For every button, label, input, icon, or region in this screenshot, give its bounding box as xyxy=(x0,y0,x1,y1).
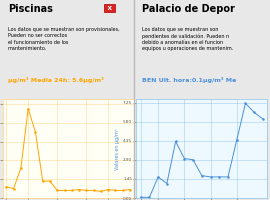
Text: Piscinas: Piscinas xyxy=(8,4,53,14)
Text: Los datos que se muestran son provisionales,
Pueden no ser correctos
el funciona: Los datos que se muestran son provisiona… xyxy=(8,27,120,51)
Text: BEN Ult. hora:0.1µg/m³ Me: BEN Ult. hora:0.1µg/m³ Me xyxy=(141,77,236,83)
Text: µg/m³ Media 24h: 5.6µg/m³: µg/m³ Media 24h: 5.6µg/m³ xyxy=(8,77,104,83)
Text: x: x xyxy=(105,5,114,11)
Y-axis label: Valores en µg/m³: Valores en µg/m³ xyxy=(115,128,120,170)
Text: Palacio de Depor: Palacio de Depor xyxy=(141,4,234,14)
Text: Los datos que se muestran son
pendientes de validación. Pueden n
debido a anomal: Los datos que se muestran son pendientes… xyxy=(141,27,233,51)
